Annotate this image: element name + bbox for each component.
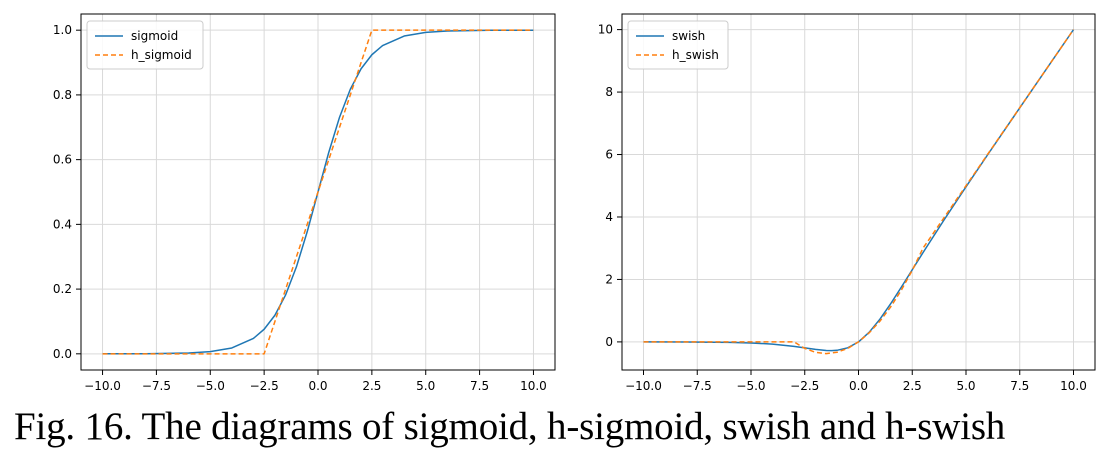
y-tick-label: 0 — [605, 335, 613, 349]
x-tick-label: −10.0 — [84, 379, 121, 393]
x-tick-label: −2.5 — [250, 379, 279, 393]
legend-label-sigmoid: sigmoid — [131, 29, 178, 43]
y-tick-label: 0.0 — [53, 347, 72, 361]
x-tick-label: −10.0 — [625, 379, 662, 393]
h_sigmoid-line — [102, 29, 534, 355]
legend-box — [627, 20, 729, 70]
x-tick-label: −5.0 — [736, 379, 765, 393]
y-tick-label: 0.8 — [53, 88, 72, 102]
y-tick-label: 0.6 — [53, 153, 72, 167]
h_swish-line — [643, 29, 1075, 355]
x-tick-label: 10.0 — [1060, 379, 1087, 393]
y-tick-label: 8 — [605, 85, 613, 99]
y-tick-label: 10 — [598, 23, 613, 37]
legend: swish h_swish — [627, 20, 729, 70]
y-tick-label: 0.2 — [53, 282, 72, 296]
y-tick-label: 4 — [605, 210, 613, 224]
y-tick-label: 0.4 — [53, 217, 72, 231]
figure: −10.0 −7.5 −5.0 −2.5 0.0 2.5 5.0 7.5 10.0 0.0 0.2 0… — [53, 13, 1096, 393]
x-tick-label: 0.0 — [308, 379, 327, 393]
x-tick-label: −2.5 — [790, 379, 819, 393]
x-tick-label: −7.5 — [142, 379, 171, 393]
subplot-2: −10.0 −7.5 −5.0 −2.5 0.0 2.5 5.0 7.5 10.0 0 2 4 6 8 10… — [598, 13, 1096, 393]
x-tick-label: −7.5 — [683, 379, 712, 393]
x-tick-label: 2.5 — [903, 379, 922, 393]
y-tick-label: 1.0 — [53, 23, 72, 37]
x-tick-label: 7.5 — [1010, 379, 1029, 393]
subplot-1: −10.0 −7.5 −5.0 −2.5 0.0 2.5 5.0 7.5 10.0 0.0 0.2 0… — [53, 13, 556, 393]
x-tick-label: 10.0 — [520, 379, 547, 393]
y-tick-label: 6 — [605, 148, 613, 162]
legend: sigmoid h_sigmoid — [86, 20, 204, 70]
x-tick-label: 7.5 — [470, 379, 489, 393]
figure-caption: Fig. 16. The diagrams of sigmoid, h-sigm… — [14, 405, 1006, 448]
x-tick-label: 5.0 — [956, 379, 975, 393]
x-tick-label: 0.0 — [849, 379, 868, 393]
legend-label-swish: swish — [672, 29, 705, 43]
legend-label-h_sigmoid: h_sigmoid — [131, 48, 192, 62]
x-tick-label: 2.5 — [362, 379, 381, 393]
legend-label-h_swish: h_swish — [672, 48, 719, 62]
y-tick-label: 2 — [605, 272, 613, 286]
x-tick-label: −5.0 — [196, 379, 225, 393]
legend-box — [86, 20, 204, 70]
swish-line — [643, 29, 1075, 352]
x-tick-label: 5.0 — [416, 379, 435, 393]
